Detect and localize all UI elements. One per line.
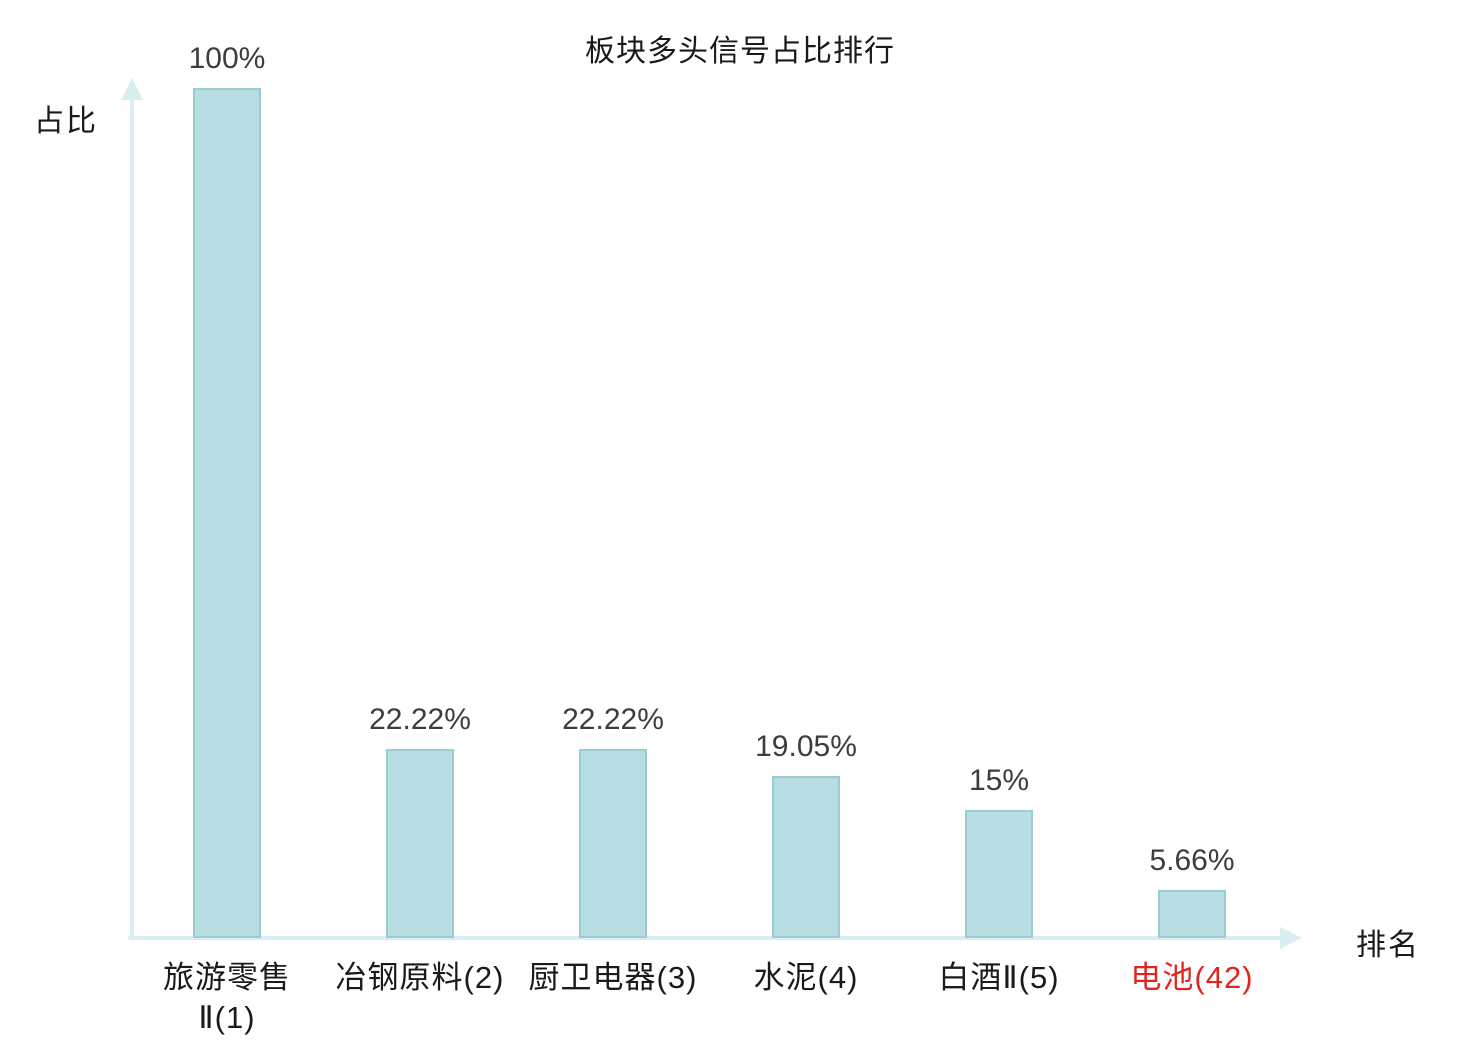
- bar-value-label-3: 22.22%: [562, 703, 664, 736]
- x-tick-label-2: 冶钢原料(2): [335, 960, 505, 995]
- bar-1: [193, 88, 261, 938]
- bar-value-label-4: 19.05%: [755, 730, 857, 763]
- bar-value-label-5: 15%: [968, 764, 1030, 797]
- bar-4: [772, 776, 840, 938]
- x-tick-label-5: 白酒Ⅱ(5): [938, 960, 1060, 995]
- x-tick-label-1: 旅游零售 Ⅱ(1): [163, 960, 291, 1036]
- bar-3: [579, 749, 647, 938]
- bar-5: [965, 810, 1033, 938]
- x-tick-label-4: 水泥(4): [753, 960, 859, 995]
- x-tick-label-3: 厨卫电器(3): [528, 960, 698, 995]
- bar-value-label-1: 100%: [188, 42, 266, 75]
- bar-value-label-2: 22.22%: [369, 703, 471, 736]
- x-axis-arrow-icon: [1280, 927, 1302, 949]
- x-axis-title: 排名: [1356, 929, 1420, 962]
- bar-2: [386, 749, 454, 938]
- x-tick-label-6: 电池(42): [1130, 960, 1254, 995]
- y-axis-title: 占比: [34, 105, 98, 138]
- bar-6: [1158, 890, 1226, 938]
- y-axis-arrow-icon: [121, 78, 143, 100]
- chart-title: 板块多头信号占比排行: [585, 35, 895, 68]
- bar-value-label-6: 5.66%: [1149, 844, 1235, 877]
